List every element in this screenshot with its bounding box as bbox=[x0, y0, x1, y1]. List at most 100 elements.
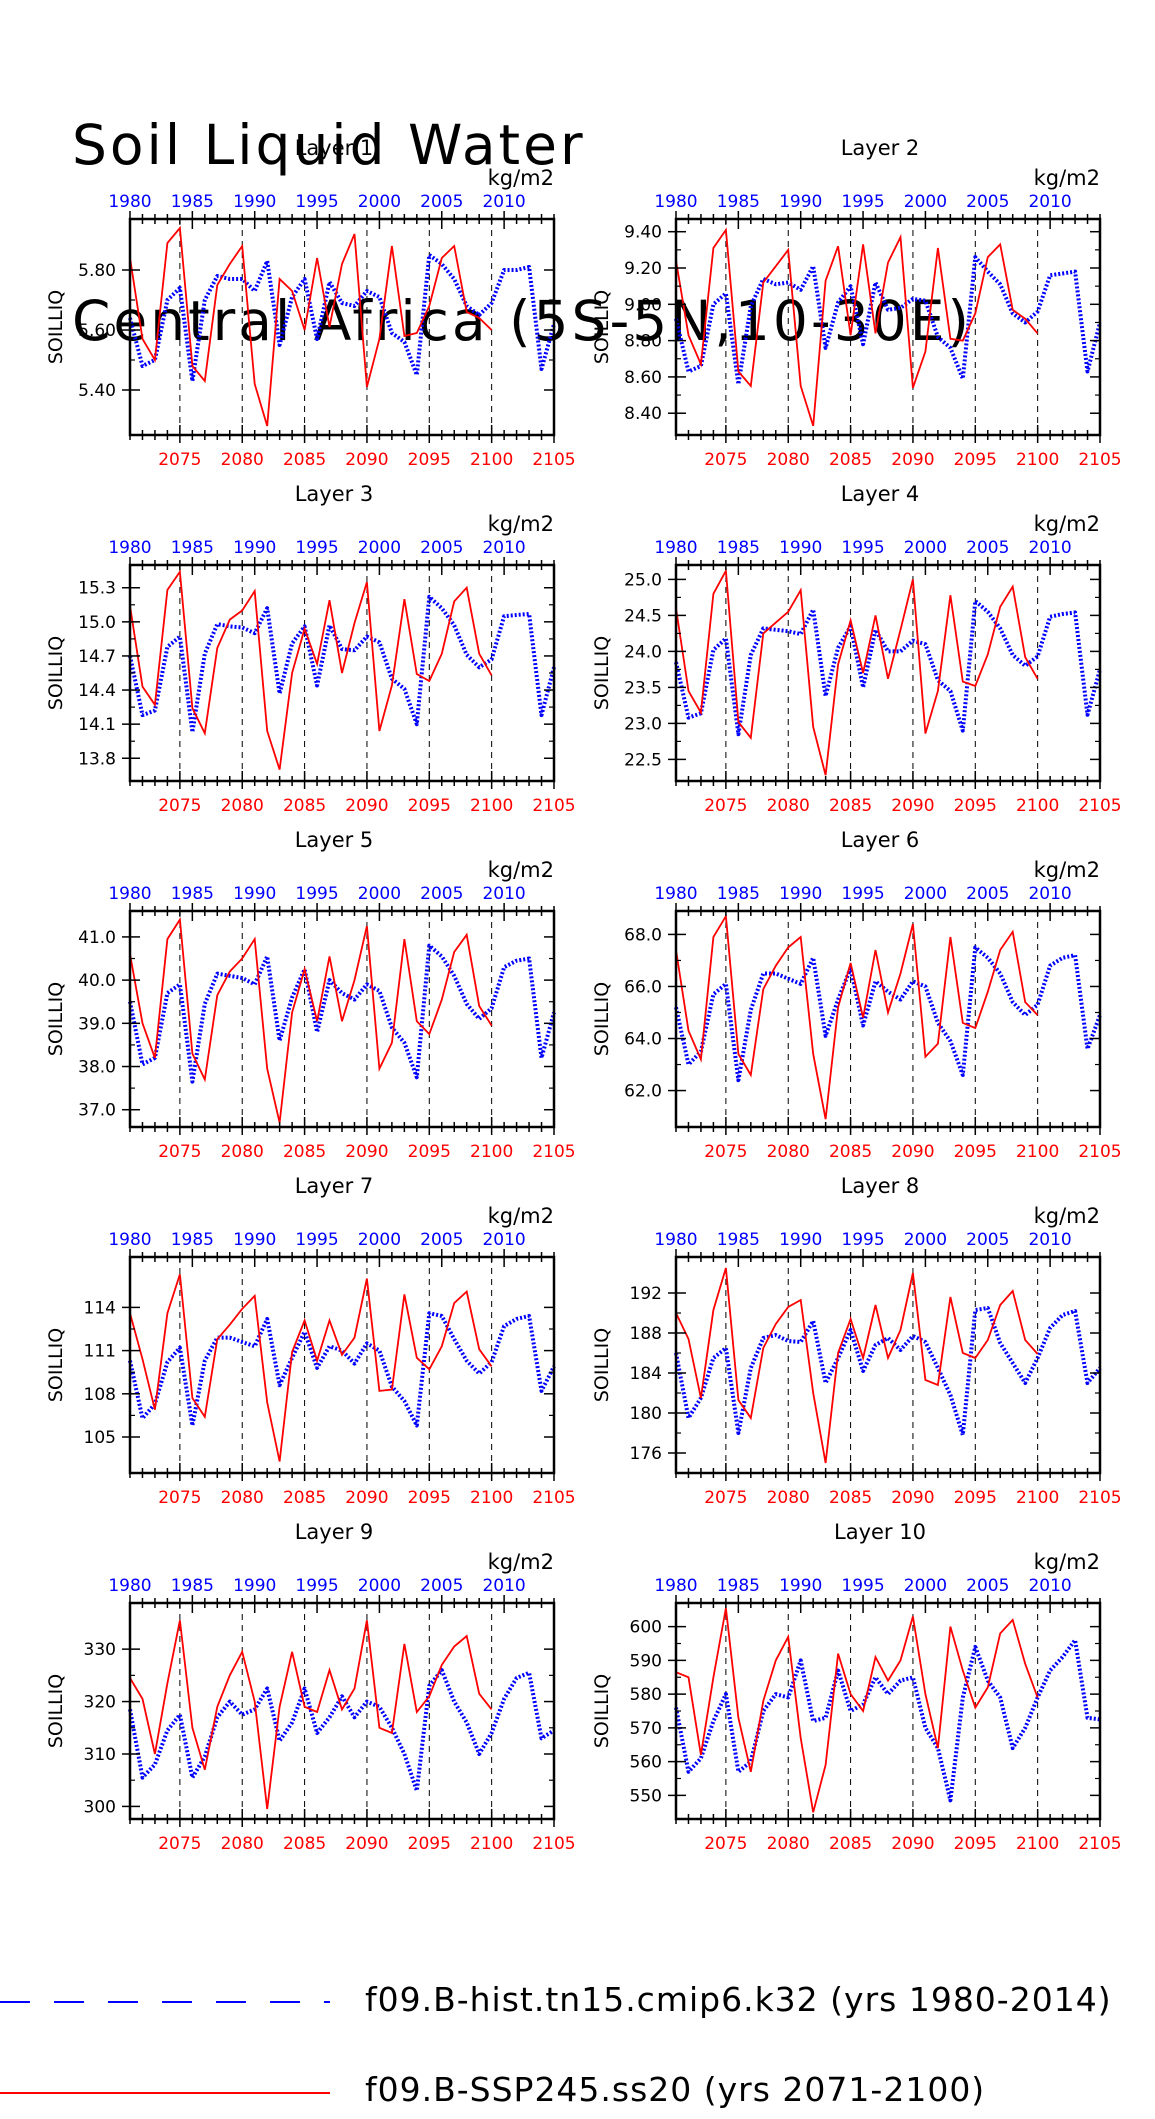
x-top-tick-label: 1995 bbox=[295, 538, 338, 558]
units-label: kg/m2 bbox=[1034, 1204, 1100, 1228]
plot-frame bbox=[128, 217, 556, 437]
x-top-tick-label: 1995 bbox=[841, 1576, 884, 1596]
x-top-tick-label: 2000 bbox=[904, 884, 947, 904]
y-tick-label: 570 bbox=[630, 1719, 662, 1739]
x-bottom-tick-label: 2075 bbox=[158, 1142, 201, 1162]
x-bottom-tick-label: 2095 bbox=[408, 1834, 451, 1854]
y-tick-label: 600 bbox=[630, 1618, 662, 1638]
units-label: kg/m2 bbox=[1034, 166, 1100, 190]
units-label: kg/m2 bbox=[488, 858, 554, 882]
x-bottom-tick-label: 2080 bbox=[767, 1488, 810, 1508]
plot-frame bbox=[674, 1255, 1102, 1475]
x-bottom-tick-label: 2105 bbox=[532, 450, 575, 470]
x-bottom-tick-label: 2095 bbox=[954, 1488, 997, 1508]
x-top-tick-label: 2000 bbox=[904, 538, 947, 558]
x-top-tick-label: 1995 bbox=[295, 1576, 338, 1596]
x-top-tick-label: 1985 bbox=[171, 538, 214, 558]
panel-title: Layer 5 bbox=[295, 828, 374, 852]
y-tick-label: 15.3 bbox=[78, 579, 116, 599]
x-bottom-tick-label: 2105 bbox=[532, 1142, 575, 1162]
units-label: kg/m2 bbox=[488, 512, 554, 536]
x-bottom-tick-label: 2080 bbox=[767, 450, 810, 470]
x-top-tick-label: 2000 bbox=[358, 192, 401, 212]
x-bottom-tick-label: 2075 bbox=[704, 450, 747, 470]
legend: f09.B-hist.tn15.cmip6.k32 (yrs 1980-2014… bbox=[0, 1930, 1155, 2110]
x-top-tick-label: 1995 bbox=[841, 884, 884, 904]
x-bottom-tick-label: 2100 bbox=[470, 450, 513, 470]
y-tick-label: 66.0 bbox=[624, 977, 662, 997]
x-bottom-tick-label: 2080 bbox=[767, 1142, 810, 1162]
y-tick-label: 40.0 bbox=[78, 971, 116, 991]
x-top-tick-label: 2010 bbox=[482, 1230, 525, 1250]
x-top-tick-label: 1990 bbox=[779, 192, 822, 212]
legend-ssp-label: f09.B-SSP245.ss20 (yrs 2071-2100) bbox=[365, 2070, 986, 2109]
x-top-tick-label: 2000 bbox=[358, 1230, 401, 1250]
x-bottom-tick-label: 2100 bbox=[1016, 450, 1059, 470]
legend-lines bbox=[0, 2001, 330, 2094]
x-top-tick-label: 2010 bbox=[1028, 1230, 1071, 1250]
x-top-tick-label: 2005 bbox=[966, 884, 1009, 904]
y-tick-label: 39.0 bbox=[78, 1014, 116, 1034]
x-top-tick-label: 2000 bbox=[358, 1576, 401, 1596]
units-label: kg/m2 bbox=[1034, 1550, 1100, 1574]
y-tick-label: 64.0 bbox=[624, 1030, 662, 1050]
x-top-tick-label: 2005 bbox=[420, 884, 463, 904]
y-axis-label: SOILLIQ bbox=[591, 1674, 613, 1748]
x-top-tick-label: 1980 bbox=[654, 1230, 697, 1250]
y-axis-label: SOILLIQ bbox=[45, 982, 67, 1056]
series-line-ssp245 bbox=[675, 567, 1039, 776]
x-bottom-tick-label: 2090 bbox=[345, 450, 388, 470]
x-top-tick-label: 1990 bbox=[233, 538, 276, 558]
x-bottom-tick-label: 2085 bbox=[829, 796, 872, 816]
x-top-tick-label: 2010 bbox=[1028, 192, 1071, 212]
x-bottom-tick-label: 2090 bbox=[891, 1488, 934, 1508]
y-tick-label: 8.80 bbox=[624, 332, 662, 352]
series-line-ssp245 bbox=[129, 1620, 493, 1810]
x-bottom-tick-label: 2105 bbox=[532, 1488, 575, 1508]
x-top-tick-label: 1995 bbox=[841, 1230, 884, 1250]
x-bottom-tick-label: 2085 bbox=[829, 1488, 872, 1508]
panel-title: Layer 1 bbox=[295, 136, 374, 160]
y-tick-label: 550 bbox=[630, 1786, 662, 1806]
y-tick-label: 22.5 bbox=[624, 750, 662, 770]
x-bottom-tick-label: 2105 bbox=[1078, 796, 1121, 816]
x-bottom-tick-label: 2080 bbox=[767, 796, 810, 816]
y-tick-label: 580 bbox=[630, 1685, 662, 1705]
x-bottom-tick-label: 2085 bbox=[829, 450, 872, 470]
y-tick-label: 8.60 bbox=[624, 368, 662, 388]
x-top-tick-label: 1990 bbox=[233, 1230, 276, 1250]
page-title: Soil Liquid Water Central Africa (5S-5N,… bbox=[72, 0, 972, 410]
series-line-ssp245 bbox=[675, 227, 1039, 427]
x-bottom-tick-label: 2075 bbox=[158, 1488, 201, 1508]
x-bottom-tick-label: 2105 bbox=[1078, 1488, 1121, 1508]
units-label: kg/m2 bbox=[488, 1550, 554, 1574]
series-line-ssp245 bbox=[129, 569, 493, 770]
x-bottom-tick-label: 2085 bbox=[283, 1488, 326, 1508]
plot-frame bbox=[674, 217, 1102, 437]
x-bottom-tick-label: 2100 bbox=[1016, 1834, 1059, 1854]
x-top-tick-label: 1985 bbox=[171, 884, 214, 904]
y-tick-label: 192 bbox=[630, 1284, 662, 1304]
series-line-hist bbox=[128, 253, 556, 383]
x-top-tick-label: 2005 bbox=[420, 1230, 463, 1250]
x-top-tick-label: 1980 bbox=[654, 192, 697, 212]
series-line-hist bbox=[128, 1311, 556, 1428]
panel-4: Layer 4 kg/m2 SOILLIQ 2075 2080 2085 2090 2095 2… bbox=[591, 482, 1122, 816]
legend-hist-label: f09.B-hist.tn15.cmip6.k32 (yrs 1980-2014… bbox=[365, 1980, 1112, 2019]
plot-frame bbox=[674, 1601, 1102, 1821]
y-tick-label: 184 bbox=[630, 1364, 662, 1384]
panel-6: Layer 6 kg/m2 SOILLIQ 2075 2080 2085 2090 2095 2… bbox=[591, 828, 1122, 1162]
x-top-tick-label: 2000 bbox=[358, 884, 401, 904]
x-top-tick-label: 1990 bbox=[233, 1576, 276, 1596]
x-bottom-tick-label: 2090 bbox=[345, 1834, 388, 1854]
units-label: kg/m2 bbox=[488, 1204, 554, 1228]
y-axis-label: SOILLIQ bbox=[45, 290, 67, 364]
series-line-ssp245 bbox=[675, 913, 1039, 1120]
x-top-tick-label: 2010 bbox=[1028, 538, 1071, 558]
x-bottom-tick-label: 2090 bbox=[891, 1834, 934, 1854]
x-bottom-tick-label: 2080 bbox=[221, 1834, 264, 1854]
x-bottom-tick-label: 2100 bbox=[470, 1488, 513, 1508]
panel-title: Layer 4 bbox=[841, 482, 920, 506]
x-top-tick-label: 1990 bbox=[779, 1230, 822, 1250]
